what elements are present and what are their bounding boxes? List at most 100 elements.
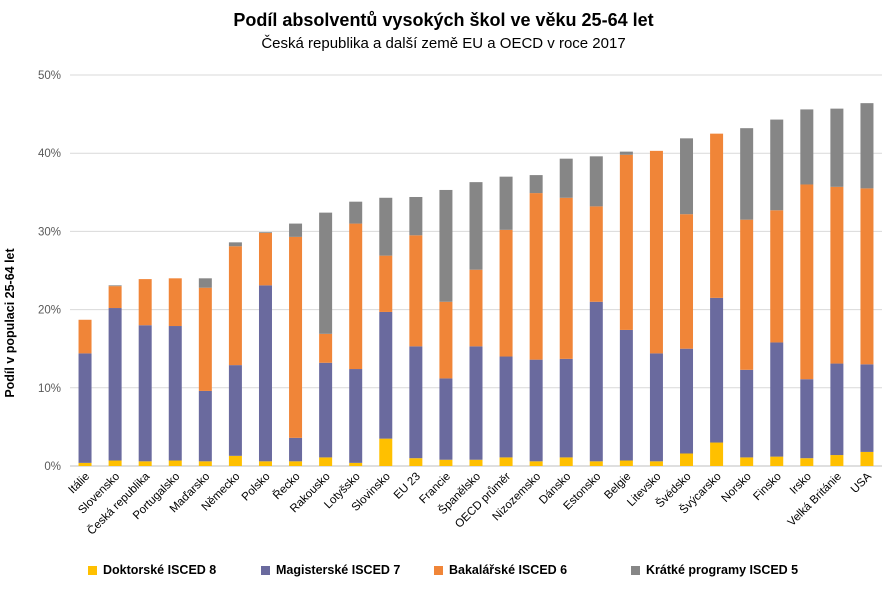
bar-segment-4-15 — [499, 176, 513, 230]
bar-segment-3-23 — [740, 219, 754, 370]
y-tick-label: 40% — [38, 148, 61, 160]
legend-item: Magisterské ISCED 7 — [261, 563, 400, 577]
legend-label: Doktorské ISCED 8 — [103, 563, 217, 577]
y-tick-label: 20% — [38, 305, 61, 317]
bar-segment-3-22 — [710, 133, 724, 298]
bar-segment-4-16 — [529, 175, 543, 194]
bar-segment-1-14 — [469, 459, 483, 466]
bar-segment-2-9 — [319, 362, 333, 458]
bar-segment-3-12 — [409, 235, 423, 347]
legend: Doktorské ISCED 8 Magisterské ISCED 7 Baka… — [0, 563, 887, 583]
bar-segment-3-24 — [770, 210, 784, 343]
bar-segment-4-19 — [619, 151, 633, 155]
bar-segment-4-12 — [409, 196, 423, 236]
bar-segment-1-6 — [228, 455, 242, 466]
bar-segment-4-11 — [379, 197, 393, 256]
bar-segment-1-8 — [289, 461, 303, 466]
bar-segment-1-7 — [258, 461, 272, 466]
bar-segment-4-6 — [228, 242, 242, 247]
bar-segment-3-26 — [830, 186, 844, 364]
bar-segment-2-26 — [830, 363, 844, 456]
legend-label: Krátké programy ISCED 5 — [646, 563, 799, 577]
bar-segment-3-20 — [649, 150, 663, 354]
bar-segment-2-19 — [619, 329, 633, 461]
bar-segment-1-21 — [680, 453, 694, 466]
legend-swatch — [434, 565, 443, 575]
bar-segment-2-12 — [409, 346, 423, 459]
bar-segment-4-14 — [469, 182, 483, 270]
x-tick-label: Velká Británie — [786, 471, 844, 529]
bar-segment-2-3 — [138, 325, 152, 462]
bar-segment-4-10 — [349, 201, 363, 224]
legend-label: Bakalářské ISCED 6 — [449, 563, 568, 577]
bar-segment-1-23 — [740, 457, 754, 466]
bar-segment-1-24 — [770, 456, 784, 466]
bar-segment-3-7 — [258, 232, 272, 286]
bar-segment-2-13 — [439, 378, 453, 460]
bar-segment-4-17 — [559, 158, 573, 198]
bar-segment-2-5 — [198, 390, 212, 462]
x-tick-label: Polsko — [240, 471, 273, 504]
bar-segment-3-16 — [529, 193, 543, 360]
bar-segment-1-18 — [589, 461, 603, 466]
x-tick-label: USA — [849, 470, 874, 495]
bar-segment-3-4 — [168, 278, 182, 327]
bar-segment-4-8 — [289, 223, 303, 237]
bar-segment-2-1 — [78, 353, 92, 463]
bar-segment-1-27 — [860, 451, 874, 466]
bar-segment-3-10 — [349, 223, 363, 370]
bar-segment-2-20 — [649, 353, 663, 462]
bar-segment-2-7 — [258, 285, 272, 462]
bar-segment-4-21 — [680, 138, 694, 215]
legend-swatch — [631, 565, 640, 575]
bar-segment-3-14 — [469, 269, 483, 347]
bar-segment-3-27 — [860, 188, 874, 365]
bar-segment-1-4 — [168, 460, 182, 466]
bar-segment-4-26 — [830, 108, 844, 187]
bar-segment-3-5 — [198, 287, 212, 391]
bar-segment-2-11 — [379, 311, 393, 439]
legend-swatch — [261, 565, 270, 575]
bar-segment-3-19 — [619, 154, 633, 330]
bar-segment-3-15 — [499, 229, 513, 357]
bar-segment-2-23 — [740, 369, 754, 458]
bar-segment-4-18 — [589, 156, 603, 207]
x-tick-label: Norsko — [720, 471, 754, 505]
y-tick-label: 10% — [38, 383, 61, 395]
bar-segment-3-11 — [379, 255, 393, 312]
bar-segment-2-17 — [559, 358, 573, 458]
bar-segment-2-15 — [499, 356, 513, 458]
bar-segment-4-5 — [198, 278, 212, 288]
legend-item: Doktorské ISCED 8 — [88, 563, 216, 577]
y-tick-label: 0% — [44, 461, 61, 473]
y-axis-ticks: 0% 10% 20% 30% 40% 50% — [38, 70, 61, 473]
bar-segment-1-3 — [138, 461, 152, 466]
bar-segment-1-19 — [619, 460, 633, 466]
bar-segment-1-5 — [198, 461, 212, 466]
bar-segment-4-13 — [439, 189, 453, 302]
bar-segment-1-22 — [710, 442, 724, 466]
bar-segment-2-27 — [860, 364, 874, 452]
bar-segment-2-18 — [589, 301, 603, 462]
bar-segment-3-2 — [108, 286, 122, 309]
x-tick-label: Irsko — [788, 471, 814, 497]
legend-item: Bakalářské ISCED 6 — [434, 563, 567, 577]
y-tick-label: 30% — [38, 226, 61, 238]
bar-segment-3-9 — [319, 333, 333, 363]
bar-segment-2-2 — [108, 308, 122, 461]
bar-segment-3-25 — [800, 184, 814, 380]
y-tick-label: 50% — [38, 70, 61, 82]
legend-item: Krátké programy ISCED 5 — [631, 563, 798, 577]
bar-segment-1-26 — [830, 455, 844, 466]
bar-segment-2-25 — [800, 379, 814, 459]
bar-segment-1-9 — [319, 457, 333, 466]
bar-segment-1-25 — [800, 458, 814, 466]
bar-segment-4-23 — [740, 128, 754, 220]
bar-segment-1-2 — [108, 460, 122, 466]
bar-segment-2-8 — [289, 437, 303, 462]
bar-segment-1-11 — [379, 438, 393, 466]
x-tick-label: Itálie — [66, 471, 92, 497]
bar-segment-2-21 — [680, 348, 694, 454]
bar-segment-4-2 — [108, 285, 122, 287]
